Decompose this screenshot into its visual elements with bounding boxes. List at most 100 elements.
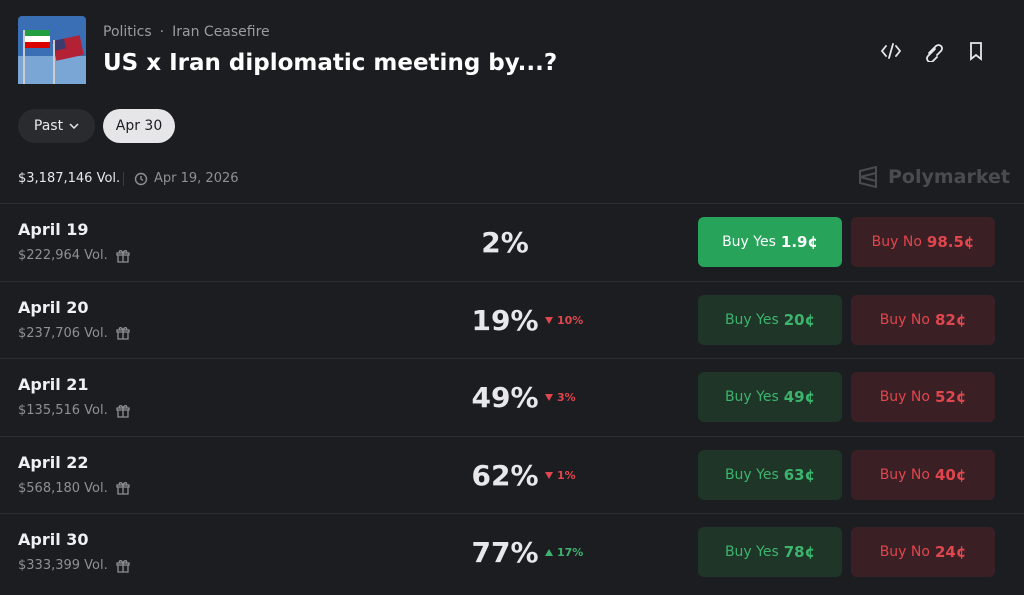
gift-shape: [116, 482, 130, 495]
buy-no-button[interactable]: Buy No 82¢: [851, 294, 995, 345]
outcome-label: April 30: [18, 530, 89, 549]
change-arrow: [545, 549, 553, 556]
chevron: [69, 123, 79, 129]
volume-text: $135,516 Vol.: [18, 403, 108, 418]
probability: 62%: [471, 458, 539, 492]
buy-yes-button[interactable]: Buy Yes 20¢: [698, 294, 842, 345]
breadcrumb-item[interactable]: Iran Ceasefire: [172, 24, 270, 40]
button-price: 40¢: [934, 465, 967, 484]
breadcrumb: Politics · Iran Ceasefire: [103, 24, 278, 40]
change: 17%: [545, 546, 583, 559]
button-label: Buy Yes: [724, 466, 779, 483]
outcome-label: April 19: [18, 220, 89, 239]
buy-no-button[interactable]: Buy No 24¢: [851, 527, 995, 577]
button-price: 1.9¢: [780, 233, 818, 251]
probability: 49%: [471, 381, 539, 414]
button-label: Buy Yes: [722, 234, 776, 250]
outcome-label: April 20: [18, 297, 89, 317]
date-pill[interactable]: Apr 30: [103, 109, 175, 143]
outcome-label: April 22: [18, 452, 89, 472]
breadcrumb-item[interactable]: Politics: [103, 24, 152, 40]
dropdown-label: Past: [33, 118, 64, 134]
change-arrow: [545, 316, 553, 324]
volume-text: $237,706 Vol.: [18, 325, 108, 341]
change-arrow: [545, 471, 553, 479]
change: 3%: [545, 391, 576, 404]
button-label: Buy No: [879, 311, 930, 328]
market-image: [18, 16, 86, 84]
button-price: 20¢: [783, 310, 816, 329]
button-label: Buy Yes: [724, 544, 779, 560]
arrow: [545, 394, 553, 401]
change-value: 1%: [557, 468, 576, 482]
brand-logo: [859, 166, 877, 188]
end-date: Apr 19, 2026: [154, 171, 239, 186]
buy-yes-button[interactable]: Buy Yes 78¢: [698, 527, 842, 577]
buy-yes-button[interactable]: Buy Yes 49¢: [698, 372, 842, 422]
total-volume: $3,187,146 Vol.: [18, 171, 121, 186]
outcome-volume: $568,180 Vol.: [18, 481, 130, 496]
change: 10%: [545, 314, 583, 327]
outcome-row: April 21 $135,516 Vol. 49% 3% Buy Yes 49¢ Buy …: [0, 358, 1024, 436]
brand-name: Polymarket: [888, 166, 1010, 188]
change-value: 10%: [557, 313, 584, 327]
gift-shape: [116, 404, 130, 418]
button-label: Buy No: [879, 466, 930, 483]
button-price: 78¢: [783, 543, 816, 561]
buy-yes-button[interactable]: Buy Yes 1.9¢: [698, 217, 842, 267]
buy-no-button[interactable]: Buy No 98.5¢: [851, 217, 995, 267]
button-price: 98.5¢: [926, 233, 975, 251]
clock-icon: [134, 172, 148, 186]
gift-icon: [116, 404, 130, 418]
arrow: [545, 316, 553, 324]
gift-icon: [116, 559, 130, 573]
outcome-row: April 20 $237,706 Vol. 19% 10% Buy Yes 20¢ Buy…: [0, 280, 1024, 359]
button-label: Buy No: [871, 234, 922, 250]
button-label: Buy Yes: [724, 311, 779, 328]
button-price: 52¢: [934, 388, 967, 406]
outcome-volume: $222,964 Vol.: [18, 248, 130, 263]
button-label: Buy No: [879, 389, 930, 405]
gift-shape: [116, 249, 130, 263]
outcome-volume: $237,706 Vol.: [18, 326, 130, 341]
probability: 77%: [471, 536, 539, 569]
volume-text: $568,180 Vol.: [18, 480, 108, 496]
gift-icon: [116, 482, 130, 495]
outcome-volume: $135,516 Vol.: [18, 403, 130, 418]
gift-icon: [116, 327, 130, 340]
volume-text: $222,964 Vol.: [18, 248, 108, 263]
probability: 2%: [481, 226, 529, 259]
arrow: [545, 549, 553, 556]
toolbar: [880, 42, 982, 62]
change-arrow: [545, 394, 553, 401]
probability: 19%: [471, 303, 539, 337]
gift-shape: [116, 327, 130, 340]
change: 1%: [545, 469, 576, 482]
change-value: 3%: [557, 391, 576, 404]
button-label: Buy No: [879, 544, 930, 560]
button-price: 82¢: [934, 310, 967, 329]
market-title: US x Iran diplomatic meeting by...?: [103, 50, 558, 76]
outcome-label: April 21: [18, 375, 89, 394]
button-price: 63¢: [783, 465, 816, 484]
embed-icon[interactable]: [880, 43, 902, 59]
button-price: 24¢: [934, 543, 967, 561]
volume-text: $333,399 Vol.: [18, 558, 108, 573]
buy-no-button[interactable]: Buy No 52¢: [851, 372, 995, 422]
divider: [123, 172, 124, 186]
past-dropdown[interactable]: Past: [18, 109, 95, 143]
outcome-volume: $333,399 Vol.: [18, 558, 130, 573]
button-price: 49¢: [783, 388, 816, 406]
button-label: Buy Yes: [724, 389, 779, 405]
gift-shape: [116, 559, 130, 573]
outcome-row: April 30 $333,399 Vol. 77% 17% Buy Yes 78¢ Buy…: [0, 513, 1024, 591]
change-value: 17%: [557, 546, 584, 559]
buy-no-button[interactable]: Buy No 40¢: [851, 449, 995, 500]
link-icon[interactable]: [926, 44, 943, 62]
outcome-row: April 19 $222,964 Vol. 2% Buy Yes 1.9¢ Buy No…: [0, 203, 1024, 281]
bookmark-icon[interactable]: [970, 42, 982, 61]
buy-yes-button[interactable]: Buy Yes 63¢: [698, 449, 842, 500]
arrow: [545, 471, 553, 479]
gift-icon: [116, 249, 130, 263]
